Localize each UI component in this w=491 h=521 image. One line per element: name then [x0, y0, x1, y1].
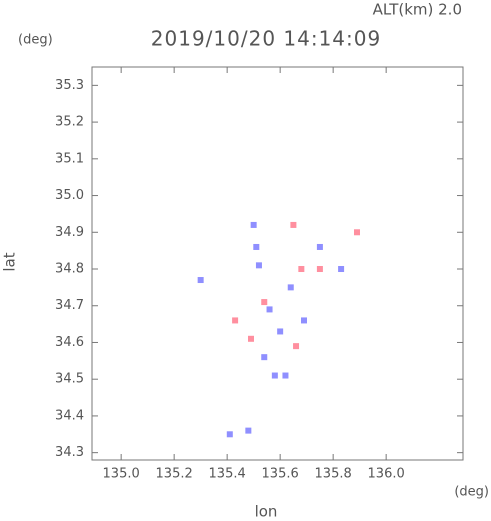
echo	[338, 266, 345, 273]
echo	[255, 262, 262, 269]
echo	[316, 266, 323, 273]
echo	[277, 328, 284, 335]
y-tick-label: 34.7	[55, 298, 84, 313]
echo	[232, 317, 239, 324]
echo	[290, 221, 297, 228]
x-tick-label: 135.6	[262, 467, 299, 482]
echo	[266, 306, 273, 313]
y-tick-label: 35.2	[55, 115, 84, 130]
echo	[298, 266, 305, 273]
echo	[271, 372, 278, 379]
x-tick-label: 135.2	[156, 467, 193, 482]
x-tick-label: 135.4	[209, 467, 246, 482]
y-tick-label: 34.8	[55, 262, 84, 277]
echo	[248, 335, 254, 342]
echo	[245, 427, 252, 434]
x-tick-label: 135.8	[315, 467, 352, 482]
x-tick-label: 136.0	[368, 467, 405, 482]
y-tick-label: 34.4	[55, 408, 84, 423]
echo	[282, 372, 289, 379]
y-axis-label: lat	[1, 252, 19, 271]
echo	[354, 229, 360, 236]
y-tick-label: 34.9	[55, 225, 84, 240]
y-tick-label: 35.3	[55, 78, 84, 93]
echo	[197, 277, 204, 284]
y-tick-label: 34.3	[55, 445, 84, 460]
y-tick-label: 34.5	[55, 372, 84, 387]
x-axis-label: lon	[255, 503, 278, 521]
altitude: ALT(km) 2.0	[373, 1, 462, 19]
chart-title: 2019/10/20 14:14:09	[151, 27, 381, 51]
echo	[261, 299, 268, 306]
echo	[250, 221, 257, 228]
y-tick-label: 35.0	[55, 188, 84, 203]
y-tick-label: 35.1	[55, 151, 84, 166]
echo	[226, 431, 233, 438]
x-tick-label: 135.0	[103, 467, 140, 482]
y-unit: (deg)	[18, 33, 53, 48]
echo	[316, 243, 323, 250]
echo	[287, 284, 294, 291]
x-unit: (deg)	[454, 485, 489, 500]
plot-frame	[91, 66, 464, 461]
y-tick-label: 34.6	[55, 335, 84, 350]
echo	[261, 354, 268, 361]
echo	[301, 317, 307, 324]
echo	[293, 343, 300, 350]
echo	[253, 243, 260, 250]
